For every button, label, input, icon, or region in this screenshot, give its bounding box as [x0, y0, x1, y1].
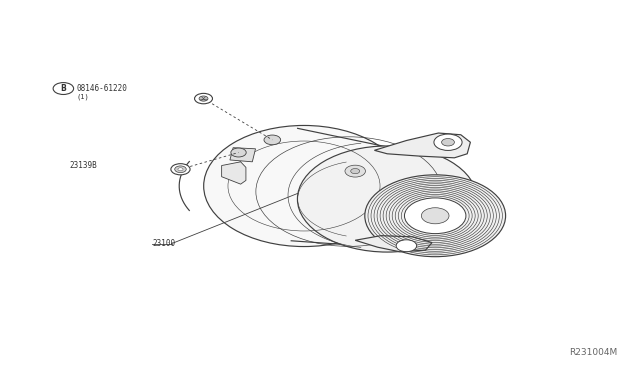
Ellipse shape: [204, 125, 404, 247]
Circle shape: [195, 93, 212, 104]
Polygon shape: [221, 162, 246, 184]
Text: B: B: [61, 84, 66, 93]
Circle shape: [365, 175, 506, 257]
Circle shape: [178, 168, 183, 171]
Polygon shape: [374, 133, 470, 158]
Circle shape: [171, 164, 190, 175]
Circle shape: [345, 165, 365, 177]
Polygon shape: [230, 148, 255, 162]
Circle shape: [404, 198, 466, 234]
Polygon shape: [355, 236, 432, 252]
Text: 23139B: 23139B: [69, 161, 97, 170]
Circle shape: [199, 96, 208, 101]
Text: 23100: 23100: [152, 239, 175, 248]
Circle shape: [421, 208, 449, 224]
Ellipse shape: [298, 146, 477, 252]
Text: (1): (1): [76, 93, 89, 100]
Circle shape: [396, 240, 417, 252]
Circle shape: [442, 138, 454, 146]
Circle shape: [175, 166, 186, 173]
Circle shape: [351, 169, 360, 174]
Text: 08146-61220: 08146-61220: [76, 84, 127, 93]
Circle shape: [264, 135, 280, 145]
Circle shape: [434, 134, 462, 150]
Circle shape: [231, 148, 246, 157]
Text: R231004M: R231004M: [570, 348, 618, 357]
